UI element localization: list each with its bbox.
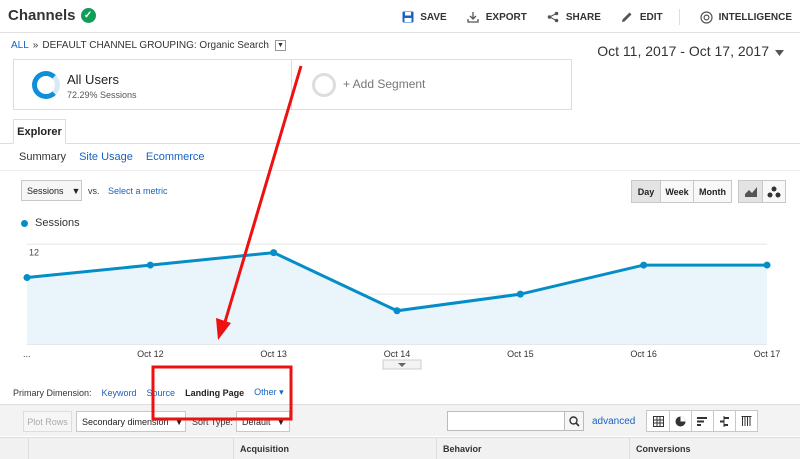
chart-legend: Sessions — [21, 217, 80, 229]
breadcrumb-separator: » — [32, 40, 39, 51]
chevron-down-icon: ▼ — [174, 416, 184, 427]
chart-type-toggle — [738, 180, 786, 203]
export-icon — [467, 11, 480, 24]
segment-percent: 72.29% Sessions — [67, 90, 137, 100]
intelligence-icon — [700, 10, 713, 24]
toolbar-divider — [678, 9, 680, 25]
breadcrumb-all-link[interactable]: ALL — [11, 40, 29, 51]
pivot-view-icon[interactable] — [735, 411, 757, 431]
date-range-text: Oct 11, 2017 - Oct 17, 2017 — [597, 43, 769, 59]
dimension-keyword[interactable]: Keyword — [101, 387, 137, 398]
period-week-button[interactable]: Week — [660, 181, 693, 202]
dimension-landing-page[interactable]: Landing Page — [185, 387, 245, 398]
segment-bar: All Users 72.29% Sessions + Add Segment — [13, 59, 572, 110]
motion-chart-icon[interactable] — [762, 181, 785, 202]
breadcrumb: ALL » DEFAULT CHANNEL GROUPING: Organic … — [11, 40, 286, 51]
segment-ring-icon — [32, 71, 60, 99]
segment-all-users[interactable]: All Users 72.29% Sessions — [14, 60, 292, 109]
table-header-behavior: Behavior — [436, 438, 629, 459]
x-tick-label: ... — [23, 349, 31, 359]
data-point — [270, 249, 278, 257]
chevron-down-icon: ▼ — [71, 185, 81, 196]
metric-dropdown[interactable]: Sessions ▼ — [21, 180, 82, 201]
primary-dimension-label: Primary Dimension: — [13, 387, 92, 398]
vs-label: vs. — [88, 186, 100, 196]
plot-rows-button[interactable]: Plot Rows — [23, 411, 72, 432]
legend-dot-icon — [21, 219, 28, 227]
tab-bar-line — [0, 143, 800, 144]
bar-view-icon[interactable] — [691, 411, 713, 431]
segment-name: All Users — [67, 72, 120, 87]
sort-type-dropdown[interactable]: Default ▼ — [236, 411, 290, 432]
table-header-dimension — [28, 438, 233, 459]
intelligence-button[interactable]: INTELLIGENCE — [700, 10, 792, 24]
data-point — [23, 274, 31, 282]
x-tick-label: Oct 14 — [384, 349, 411, 359]
search-icon[interactable] — [565, 411, 584, 431]
x-tick-label: Oct 16 — [630, 349, 657, 359]
x-tick-label: Oct 15 — [507, 349, 534, 359]
save-button[interactable]: SAVE — [401, 11, 447, 24]
table-view-toggle — [646, 410, 758, 432]
select-metric-link[interactable]: Select a metric — [108, 186, 168, 196]
primary-dimension-bar: Primary Dimension: Keyword Source Landin… — [13, 387, 284, 398]
secondary-dimension-dropdown[interactable]: Secondary dimension ▼ — [76, 411, 186, 432]
explorer-subtabs: Summary Site Usage Ecommerce — [19, 151, 205, 163]
data-point — [763, 261, 771, 269]
chevron-down-icon — [775, 43, 784, 59]
x-tick-label: Oct 12 — [137, 349, 164, 359]
report-toolbar: SAVE EXPORT SHARE EDIT INTELLIGENCE — [401, 9, 792, 25]
series-area-sessions — [27, 252, 767, 344]
legend-label: Sessions — [35, 217, 80, 229]
breadcrumb-dropdown-icon[interactable]: ▼ — [274, 40, 286, 51]
data-point — [146, 261, 154, 269]
date-range-picker[interactable]: Oct 11, 2017 - Oct 17, 2017 — [597, 43, 784, 59]
export-button[interactable]: EXPORT — [467, 11, 527, 24]
x-tick-label: Oct 13 — [260, 349, 287, 359]
report-header: Channels ✓ SAVE EXPORT SHARE EDIT — [0, 0, 800, 33]
page-title: Channels ✓ — [8, 7, 96, 24]
table-controls: Plot Rows Secondary dimension ▼ Sort Typ… — [0, 404, 800, 436]
table-header-conversions: Conversions — [629, 438, 800, 459]
dimension-other[interactable]: Other ▾ — [254, 387, 284, 397]
pencil-icon — [621, 11, 634, 24]
dimension-source[interactable]: Source — [146, 387, 176, 398]
tab-explorer[interactable]: Explorer — [13, 119, 66, 144]
data-point — [640, 261, 648, 269]
verified-check-icon: ✓ — [80, 8, 96, 23]
chevron-down-icon — [398, 363, 406, 367]
subtab-divider — [0, 170, 800, 171]
save-icon — [401, 11, 414, 24]
empty-segment-ring-icon — [312, 73, 336, 97]
sort-type-label: Sort Type: — [192, 417, 233, 427]
edit-button[interactable]: EDIT — [621, 11, 663, 24]
advanced-filter-link[interactable]: advanced — [592, 416, 636, 427]
line-chart-icon[interactable] — [739, 181, 762, 202]
period-day-button[interactable]: Day — [632, 181, 660, 202]
pie-view-icon[interactable] — [669, 411, 691, 431]
data-point — [393, 307, 401, 315]
data-table-view-icon[interactable] — [647, 411, 669, 431]
table-search-input[interactable] — [447, 411, 565, 431]
add-segment-button[interactable]: + Add Segment — [343, 77, 426, 91]
chevron-down-icon: ▼ — [276, 416, 286, 427]
table-header-acquisition: Acquisition — [233, 438, 436, 459]
data-point — [516, 290, 524, 298]
subtab-ecommerce[interactable]: Ecommerce — [145, 151, 205, 163]
period-month-button[interactable]: Month — [693, 181, 731, 202]
table-header: Acquisition Behavior Conversions — [0, 437, 800, 459]
share-button[interactable]: SHARE — [547, 11, 601, 24]
breadcrumb-current: DEFAULT CHANNEL GROUPING: Organic Search — [42, 40, 269, 51]
subtab-summary[interactable]: Summary — [19, 151, 67, 163]
share-icon — [547, 11, 560, 24]
period-toggle: Day Week Month — [631, 180, 732, 203]
y-tick-label: 12 — [29, 247, 39, 257]
subtab-site-usage[interactable]: Site Usage — [79, 151, 133, 163]
x-tick-label: Oct 17 — [754, 349, 781, 359]
comparison-view-icon[interactable] — [713, 411, 735, 431]
